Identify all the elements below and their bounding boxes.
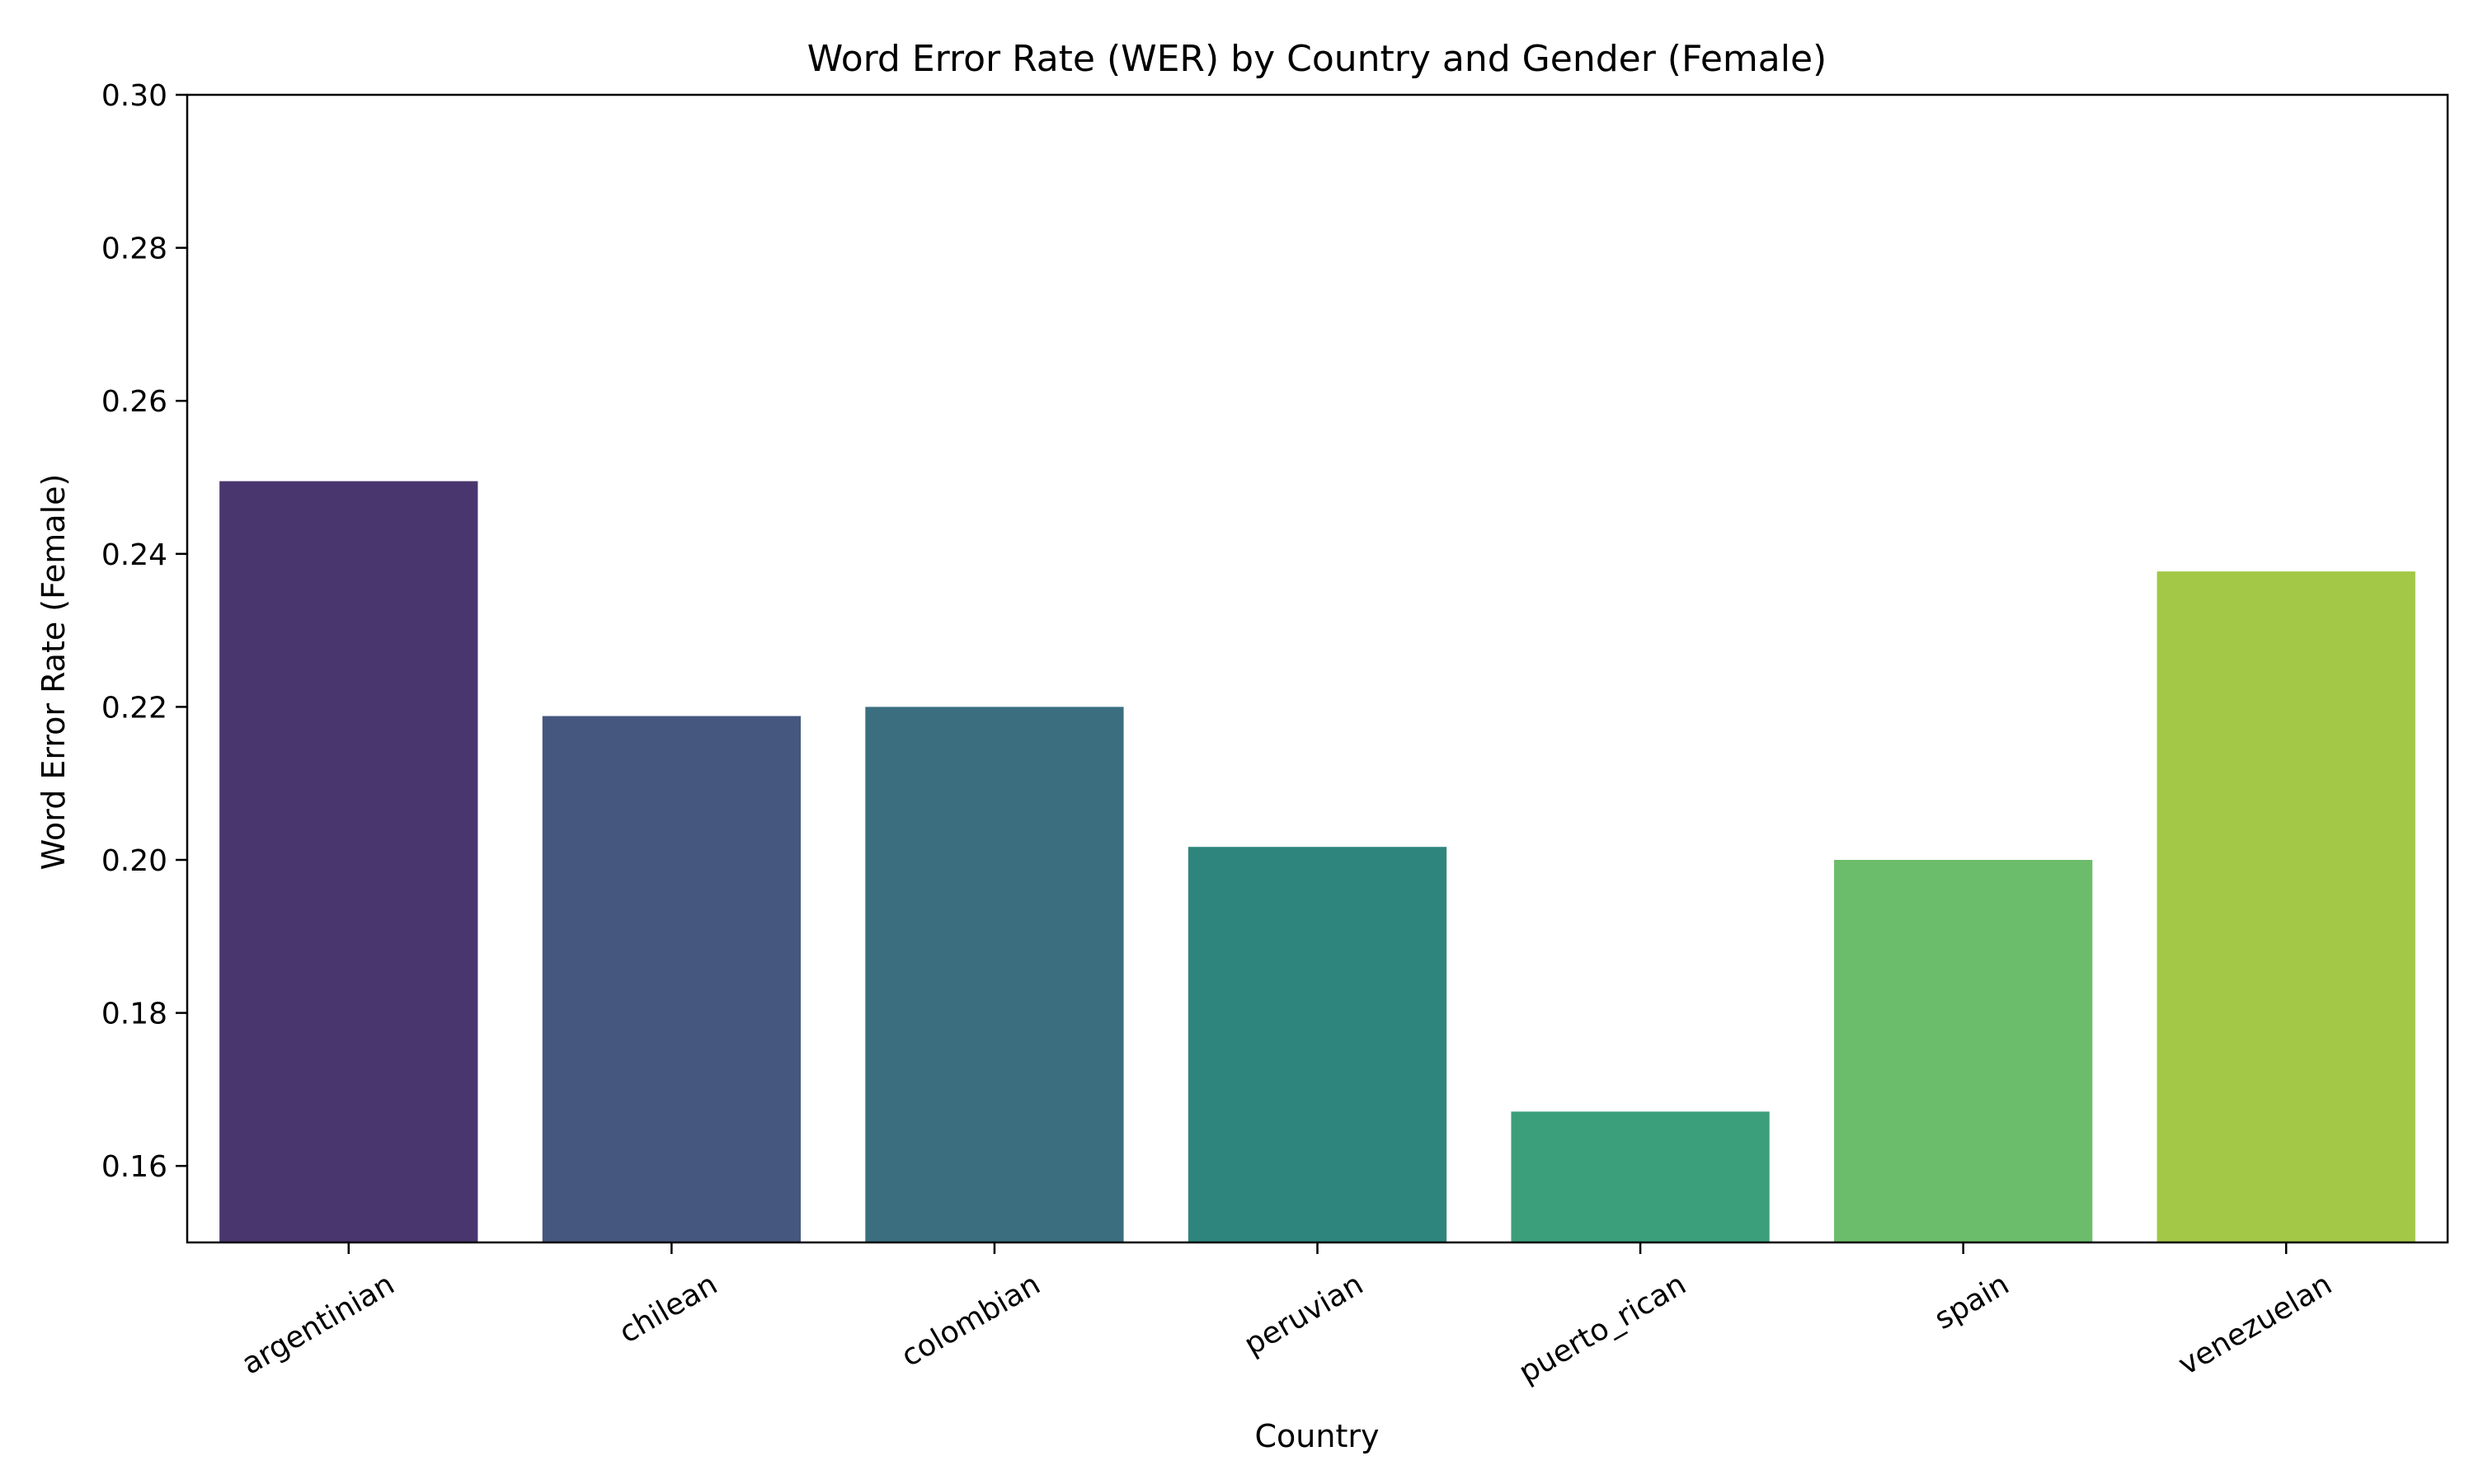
y-tick-label: 0.20 <box>101 844 167 878</box>
y-tick-label: 0.26 <box>101 385 167 419</box>
bar-venezuelan <box>2157 571 2415 1242</box>
x-tick-label: chilean <box>614 1267 723 1350</box>
y-tick-label: 0.18 <box>101 998 167 1031</box>
x-tick-label: peruvian <box>1239 1267 1369 1362</box>
x-axis-ticks: argentinian chilean colombian peruvian puert… <box>237 1242 2338 1390</box>
chart-title: Word Error Rate (WER) by Country and Gen… <box>807 38 1827 80</box>
y-tick-label: 0.24 <box>101 538 167 572</box>
y-axis-ticks: 0.16 0.18 0.20 0.22 0.24 0.26 0.28 0.30 <box>101 79 187 1184</box>
bars-group <box>219 481 2415 1242</box>
bar-colombian <box>865 707 1124 1242</box>
y-tick-label: 0.28 <box>101 232 167 266</box>
x-axis-label: Country <box>1255 1418 1380 1454</box>
x-tick-label: puerto_rican <box>1513 1267 1691 1390</box>
y-axis-label: Word Error Rate (Female) <box>35 474 72 871</box>
bar-argentinian <box>219 481 478 1242</box>
x-tick-label: venezuelan <box>2173 1267 2338 1382</box>
y-tick-label: 0.16 <box>101 1150 167 1184</box>
y-tick-label: 0.30 <box>101 79 167 113</box>
x-tick-label: spain <box>1929 1267 2015 1336</box>
x-tick-label: argentinian <box>237 1267 401 1381</box>
x-tick-label: colombian <box>896 1267 1046 1374</box>
bar-spain <box>1834 860 2093 1242</box>
bar-peruvian <box>1188 847 1447 1242</box>
plot-frame <box>186 93 2449 1244</box>
bar-chilean <box>542 716 801 1242</box>
bar-puerto-rican <box>1511 1111 1770 1242</box>
y-tick-label: 0.22 <box>101 691 167 725</box>
